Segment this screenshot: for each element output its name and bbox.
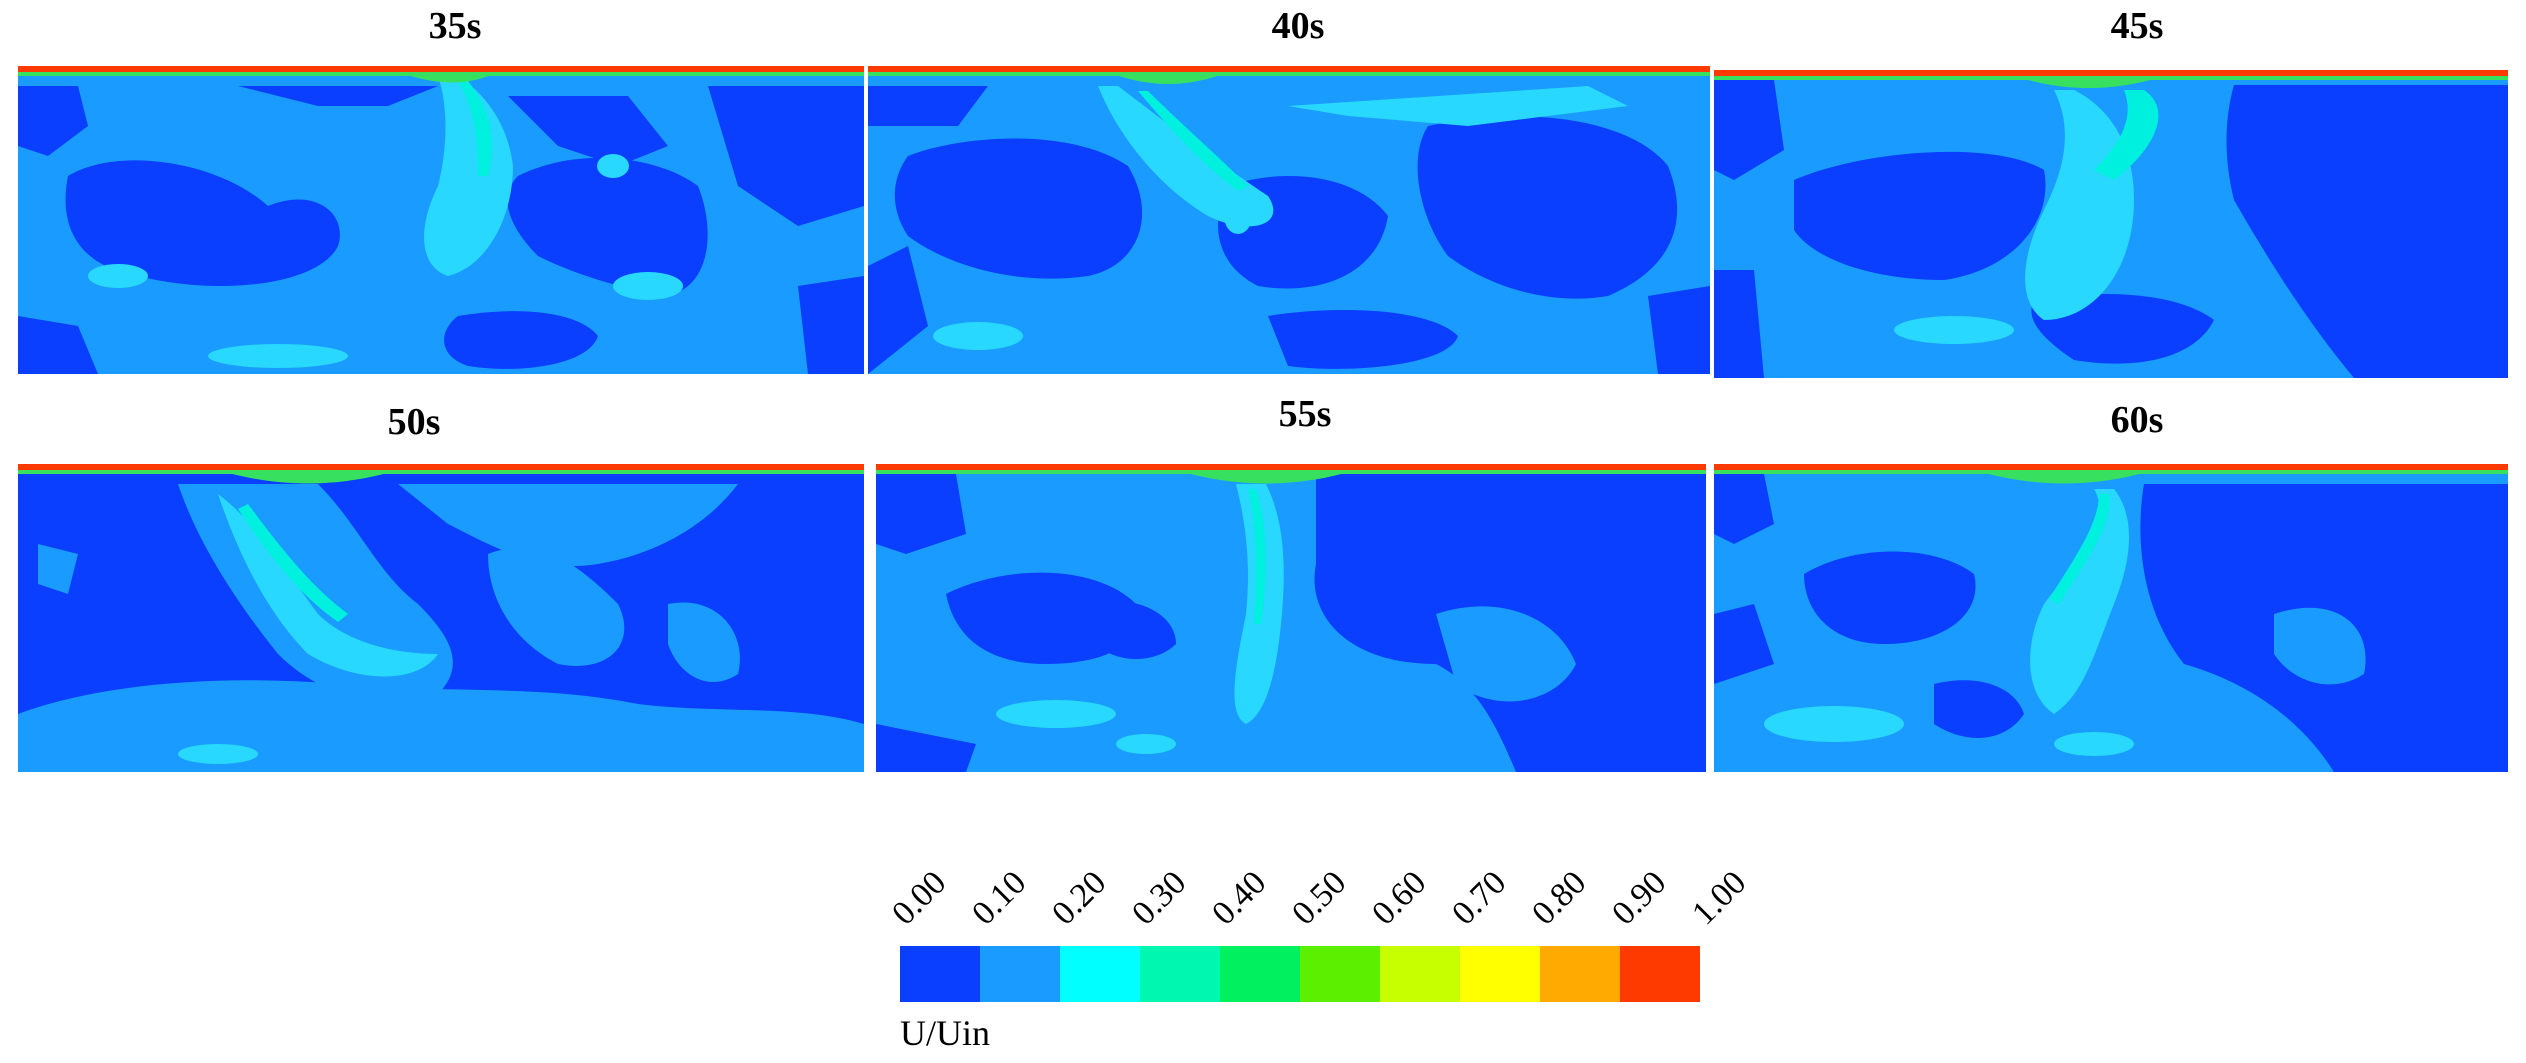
panel-title-35s: 35s bbox=[428, 5, 482, 47]
legend-tick-label: 0.20 bbox=[1045, 864, 1114, 933]
colorbar bbox=[900, 946, 1700, 1002]
contour-panel-45s bbox=[1714, 70, 2508, 378]
legend-tick-label: 0.40 bbox=[1205, 864, 1274, 933]
legend-tick-label: 0.70 bbox=[1445, 864, 1514, 933]
panel-title-45s: 45s bbox=[2110, 5, 2164, 47]
colorbar-swatch bbox=[1220, 946, 1300, 1002]
contour-panel-35s bbox=[18, 66, 864, 374]
colorbar-title: U/Uin bbox=[900, 1013, 990, 1053]
legend-tick-label: 0.00 bbox=[885, 864, 954, 933]
colorbar-swatch bbox=[1620, 946, 1700, 1002]
legend-tick-label: 0.30 bbox=[1125, 864, 1194, 933]
colorbar-swatch bbox=[1380, 946, 1460, 1002]
colorbar-swatch bbox=[900, 946, 980, 1002]
colorbar-swatch bbox=[1540, 946, 1620, 1002]
contour-panel-60s bbox=[1714, 464, 2508, 772]
colorbar-swatch bbox=[1460, 946, 1540, 1002]
legend-tick-label: 0.10 bbox=[965, 864, 1034, 933]
legend-tick-label: 1.00 bbox=[1685, 864, 1754, 933]
panel-title-55s: 55s bbox=[1278, 393, 1332, 435]
panel-title-50s: 50s bbox=[387, 401, 441, 443]
contour-panel-50s bbox=[18, 464, 864, 772]
colorbar-swatch bbox=[1300, 946, 1380, 1002]
panel-title-40s: 40s bbox=[1271, 5, 1325, 47]
contour-panel-40s bbox=[868, 66, 1710, 374]
contour-panel-55s bbox=[876, 464, 1706, 772]
colorbar-swatch bbox=[1140, 946, 1220, 1002]
panel-title-60s: 60s bbox=[2110, 399, 2164, 441]
colorbar-swatch bbox=[1060, 946, 1140, 1002]
legend-tick-label: 0.90 bbox=[1605, 864, 1674, 933]
colorbar-swatch bbox=[980, 946, 1060, 1002]
legend-tick-label: 0.60 bbox=[1365, 864, 1434, 933]
legend-tick-label: 0.50 bbox=[1285, 864, 1354, 933]
legend-tick-label: 0.80 bbox=[1525, 864, 1594, 933]
